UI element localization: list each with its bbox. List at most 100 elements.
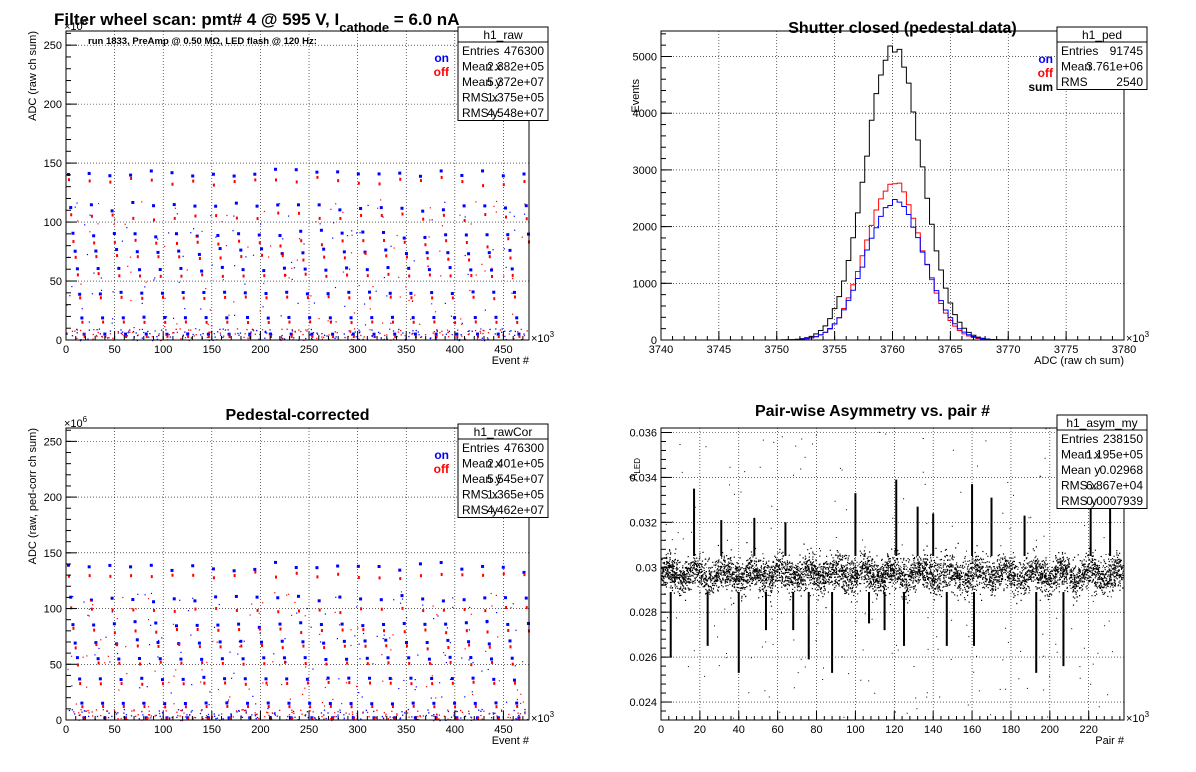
point-low bbox=[468, 330, 470, 332]
point-transition bbox=[249, 614, 251, 616]
point-transition bbox=[498, 680, 500, 682]
x-axis-label: Event # bbox=[492, 735, 530, 747]
point-low bbox=[132, 331, 134, 334]
point-low bbox=[509, 330, 511, 333]
point-low bbox=[165, 710, 167, 712]
point-off bbox=[433, 320, 436, 324]
point-on bbox=[467, 640, 471, 644]
point-transition bbox=[461, 657, 463, 659]
x-tick-label: 3775 bbox=[1054, 344, 1078, 356]
point-low bbox=[202, 718, 204, 720]
point-transition bbox=[272, 661, 274, 663]
stats-label: RMS y bbox=[462, 503, 498, 517]
point-transition bbox=[350, 629, 352, 631]
point-low bbox=[133, 709, 135, 711]
point-low bbox=[328, 334, 330, 336]
point-low bbox=[404, 338, 407, 340]
point-transition bbox=[228, 699, 230, 701]
point-transition bbox=[441, 225, 444, 227]
point-transition bbox=[195, 328, 197, 330]
point-transition bbox=[334, 712, 336, 714]
point-low bbox=[186, 714, 188, 716]
point-low bbox=[165, 334, 168, 336]
point-transition bbox=[336, 638, 339, 640]
point-low bbox=[294, 716, 296, 718]
point-low bbox=[216, 717, 219, 719]
plot-frame bbox=[65, 30, 530, 341]
point-on bbox=[473, 316, 477, 320]
point-on bbox=[524, 204, 528, 208]
point-transition bbox=[69, 295, 71, 297]
point-transition bbox=[447, 259, 449, 261]
point-low bbox=[416, 718, 419, 721]
point-off bbox=[470, 273, 473, 277]
point-on bbox=[299, 229, 303, 233]
y-tick-label: 0 bbox=[56, 715, 62, 727]
point-transition bbox=[282, 238, 284, 240]
point-on bbox=[115, 248, 119, 252]
point-low bbox=[313, 716, 316, 719]
point-on bbox=[310, 332, 314, 336]
point-on bbox=[326, 292, 330, 296]
point-on bbox=[287, 315, 291, 319]
point-transition bbox=[330, 208, 332, 210]
point-transition bbox=[481, 263, 483, 265]
point-transition bbox=[229, 651, 231, 653]
point-off bbox=[90, 214, 93, 218]
point-off bbox=[507, 628, 510, 632]
stats-label: Mean x bbox=[462, 60, 501, 74]
point-off bbox=[228, 717, 231, 721]
point-on bbox=[239, 248, 243, 252]
legend-on: on bbox=[434, 51, 449, 65]
legend-off: off bbox=[434, 462, 450, 476]
point-low bbox=[179, 328, 181, 330]
point-off bbox=[426, 256, 429, 260]
point-on bbox=[322, 641, 326, 645]
point-off bbox=[513, 681, 516, 685]
point-on bbox=[94, 641, 98, 645]
point-low bbox=[518, 716, 521, 718]
point-low bbox=[202, 332, 204, 335]
point-on bbox=[294, 168, 298, 172]
point-off bbox=[102, 320, 105, 324]
point-transition bbox=[361, 696, 363, 698]
point-on bbox=[404, 252, 408, 256]
point-transition bbox=[186, 269, 188, 271]
point-off bbox=[497, 334, 500, 338]
point-low bbox=[391, 710, 393, 713]
point-off bbox=[111, 213, 114, 217]
point-on bbox=[223, 677, 227, 681]
point-transition bbox=[86, 655, 88, 657]
stats-frame bbox=[457, 26, 549, 121]
point-transition bbox=[182, 255, 184, 257]
point-low bbox=[168, 333, 170, 336]
point-transition bbox=[391, 678, 393, 680]
point-low bbox=[83, 710, 86, 712]
point-low bbox=[279, 709, 281, 712]
point-on bbox=[179, 657, 183, 661]
point-on bbox=[78, 677, 82, 681]
point-low bbox=[180, 338, 182, 340]
point-low bbox=[291, 711, 293, 714]
point-low bbox=[245, 712, 247, 714]
point-transition bbox=[439, 250, 441, 252]
point-on bbox=[296, 203, 300, 207]
point-transition bbox=[381, 322, 384, 324]
point-low bbox=[417, 715, 419, 718]
point-off bbox=[295, 571, 298, 575]
point-low bbox=[159, 715, 161, 718]
point-transition bbox=[92, 604, 94, 606]
point-transition bbox=[259, 310, 261, 312]
point-low bbox=[438, 718, 440, 720]
point-low bbox=[336, 331, 338, 334]
point-low bbox=[318, 335, 320, 337]
point-off bbox=[387, 272, 390, 276]
point-low bbox=[219, 328, 221, 331]
point-transition bbox=[307, 678, 309, 680]
point-on bbox=[193, 599, 197, 603]
point-off bbox=[391, 705, 394, 709]
point-transition bbox=[460, 318, 462, 320]
point-off bbox=[311, 717, 314, 721]
point-off bbox=[300, 631, 303, 635]
